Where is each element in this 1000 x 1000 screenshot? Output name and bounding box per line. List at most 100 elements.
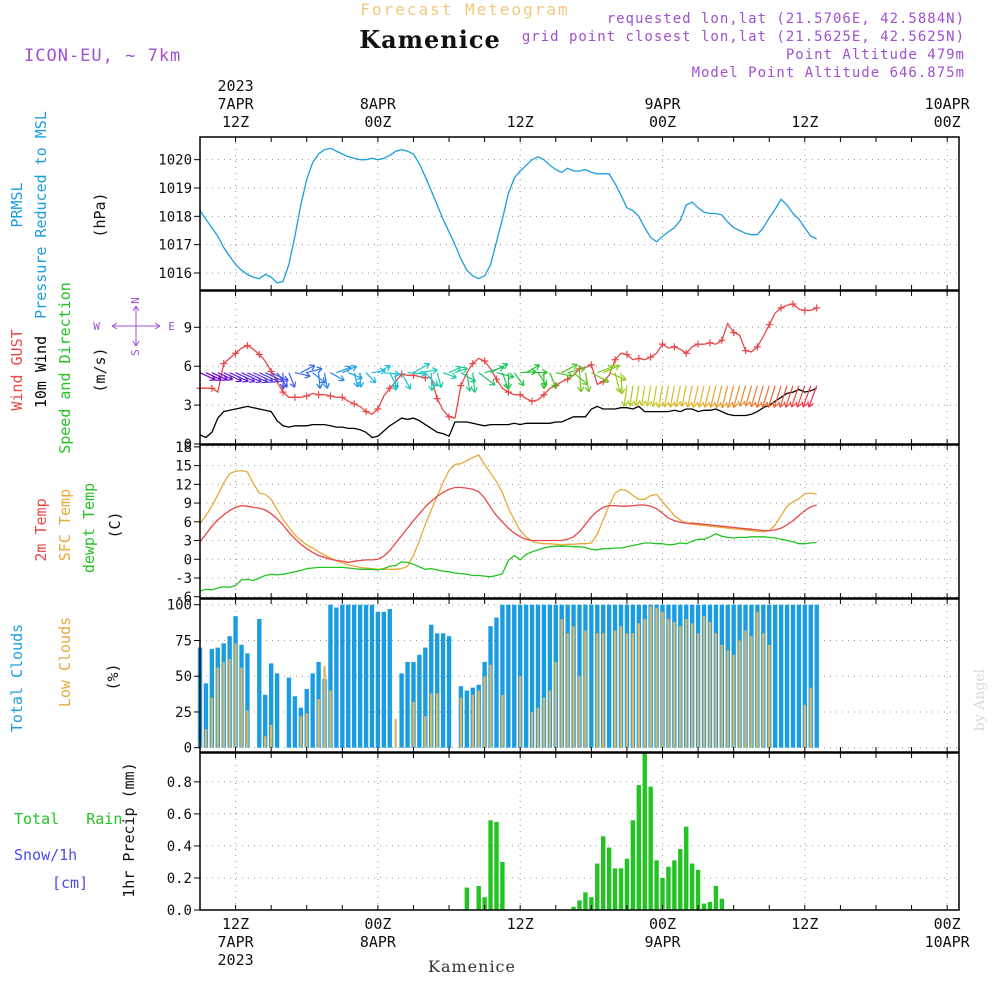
wind-labels: Wind GUST 10m Wind Speed and Direction (… bbox=[8, 282, 176, 454]
bar bbox=[387, 609, 392, 748]
bar bbox=[572, 626, 575, 748]
bar bbox=[577, 900, 582, 910]
gust-marker bbox=[564, 375, 572, 383]
bar bbox=[809, 687, 812, 748]
gust-marker bbox=[623, 351, 631, 359]
bar bbox=[264, 736, 267, 748]
wind-arrow-icon bbox=[690, 385, 699, 408]
bar bbox=[246, 710, 249, 748]
wind-arrow-icon bbox=[419, 367, 438, 375]
wind-arrow-icon bbox=[428, 372, 436, 392]
wind-arrow-icon bbox=[789, 385, 800, 408]
wind-arrow-icon bbox=[279, 372, 287, 390]
wind-arrow-icon bbox=[602, 364, 620, 374]
gust-marker bbox=[587, 361, 595, 369]
time-axis-label: 8APR bbox=[360, 933, 397, 951]
time-axis-label: 00Z bbox=[364, 915, 391, 933]
snow-label: Snow/1h bbox=[14, 846, 77, 864]
bar bbox=[772, 604, 778, 748]
y-tick-label: 15 bbox=[175, 459, 192, 475]
compass-east: E bbox=[168, 320, 176, 333]
bar bbox=[750, 636, 753, 748]
bar bbox=[434, 633, 440, 748]
gust-marker bbox=[504, 388, 512, 396]
gust-marker bbox=[362, 408, 370, 416]
series-2m-temp bbox=[199, 486, 817, 564]
gust-marker bbox=[730, 328, 738, 336]
wind-arrow-icon bbox=[667, 385, 675, 408]
wind-arrow-icon bbox=[766, 385, 776, 408]
y-tick-label: 0.2 bbox=[167, 871, 192, 887]
wind-arrow-icon bbox=[465, 372, 473, 392]
wind10m-label: 10m Wind bbox=[32, 336, 50, 408]
gust-marker bbox=[481, 357, 489, 365]
compass-west: W bbox=[93, 320, 101, 333]
bar bbox=[501, 694, 504, 748]
bar bbox=[618, 868, 624, 910]
panel-frame bbox=[199, 598, 960, 753]
y-tick-label: 25 bbox=[175, 705, 192, 721]
y-tick-label: 1019 bbox=[158, 181, 192, 197]
bar bbox=[643, 619, 646, 748]
model-name: ICON-EU, ~ 7km bbox=[24, 46, 181, 66]
precip-unit-label: 1hr Precip (mm) bbox=[120, 762, 138, 897]
bar bbox=[648, 786, 653, 910]
bar bbox=[802, 604, 808, 748]
wind-arrow-icon bbox=[650, 385, 658, 407]
series-prmsl bbox=[199, 147, 817, 284]
wind-arrow-icon bbox=[749, 385, 758, 408]
gust-marker bbox=[682, 349, 690, 357]
gust-marker bbox=[516, 391, 524, 399]
wind-arrow-icon bbox=[685, 385, 693, 408]
wind-arrow-icon bbox=[644, 385, 652, 407]
y-tick-label: 100 bbox=[167, 598, 192, 614]
bar bbox=[394, 719, 397, 748]
bar bbox=[269, 724, 273, 748]
gust-marker bbox=[694, 340, 702, 348]
bar bbox=[684, 826, 689, 910]
time-axis-label: 8APR bbox=[360, 95, 397, 113]
bar bbox=[714, 633, 718, 748]
location-title: Kamenice bbox=[359, 25, 501, 54]
temp-unit-label: (C) bbox=[106, 511, 124, 538]
precipitation-panel: 0.0 0.2 0.4 0.6 0.8 bbox=[167, 752, 960, 919]
bar bbox=[464, 887, 470, 910]
bar bbox=[429, 624, 434, 748]
product-title: Forecast Meteogram bbox=[360, 0, 569, 19]
bar bbox=[654, 860, 659, 910]
time-axis-label: 10APR bbox=[925, 933, 971, 951]
gust-marker bbox=[659, 340, 667, 348]
wind-arrow-icon bbox=[702, 385, 711, 408]
gust-marker bbox=[445, 413, 453, 421]
bar bbox=[583, 892, 588, 910]
bar bbox=[637, 623, 641, 748]
gridpoint-coords: grid point closest lon,lat (21.5625E, 42… bbox=[522, 29, 965, 45]
bar bbox=[268, 663, 274, 748]
bar bbox=[701, 903, 707, 910]
sfc-temp-label: SFC Temp bbox=[56, 489, 74, 561]
bar bbox=[596, 633, 599, 748]
time-axis-label: 7APR bbox=[218, 95, 255, 113]
wind-arrow-icon bbox=[540, 372, 548, 390]
wind-arrow-icon bbox=[783, 385, 794, 408]
bar bbox=[667, 619, 670, 748]
y-tick-label: 9 bbox=[184, 496, 192, 512]
temperature-panel: -6 -3 0 3 6 9 12 15 18 bbox=[175, 440, 960, 606]
gust-marker bbox=[813, 304, 821, 312]
wind-arrow-icon bbox=[377, 364, 391, 374]
bar bbox=[685, 619, 688, 748]
wind-arrow-icon bbox=[679, 385, 687, 407]
bar bbox=[228, 659, 231, 748]
bar bbox=[631, 633, 635, 748]
bar bbox=[695, 869, 701, 910]
bar bbox=[257, 619, 262, 748]
bar bbox=[613, 630, 617, 748]
time-axis-label: 00Z bbox=[649, 915, 676, 933]
series-10m-wind bbox=[199, 387, 817, 439]
y-tick-label: 0 bbox=[184, 437, 192, 453]
bar bbox=[713, 885, 719, 910]
bar bbox=[310, 673, 315, 748]
y-tick-label: 0.0 bbox=[167, 903, 192, 919]
bar bbox=[803, 704, 807, 748]
bar bbox=[423, 647, 428, 748]
